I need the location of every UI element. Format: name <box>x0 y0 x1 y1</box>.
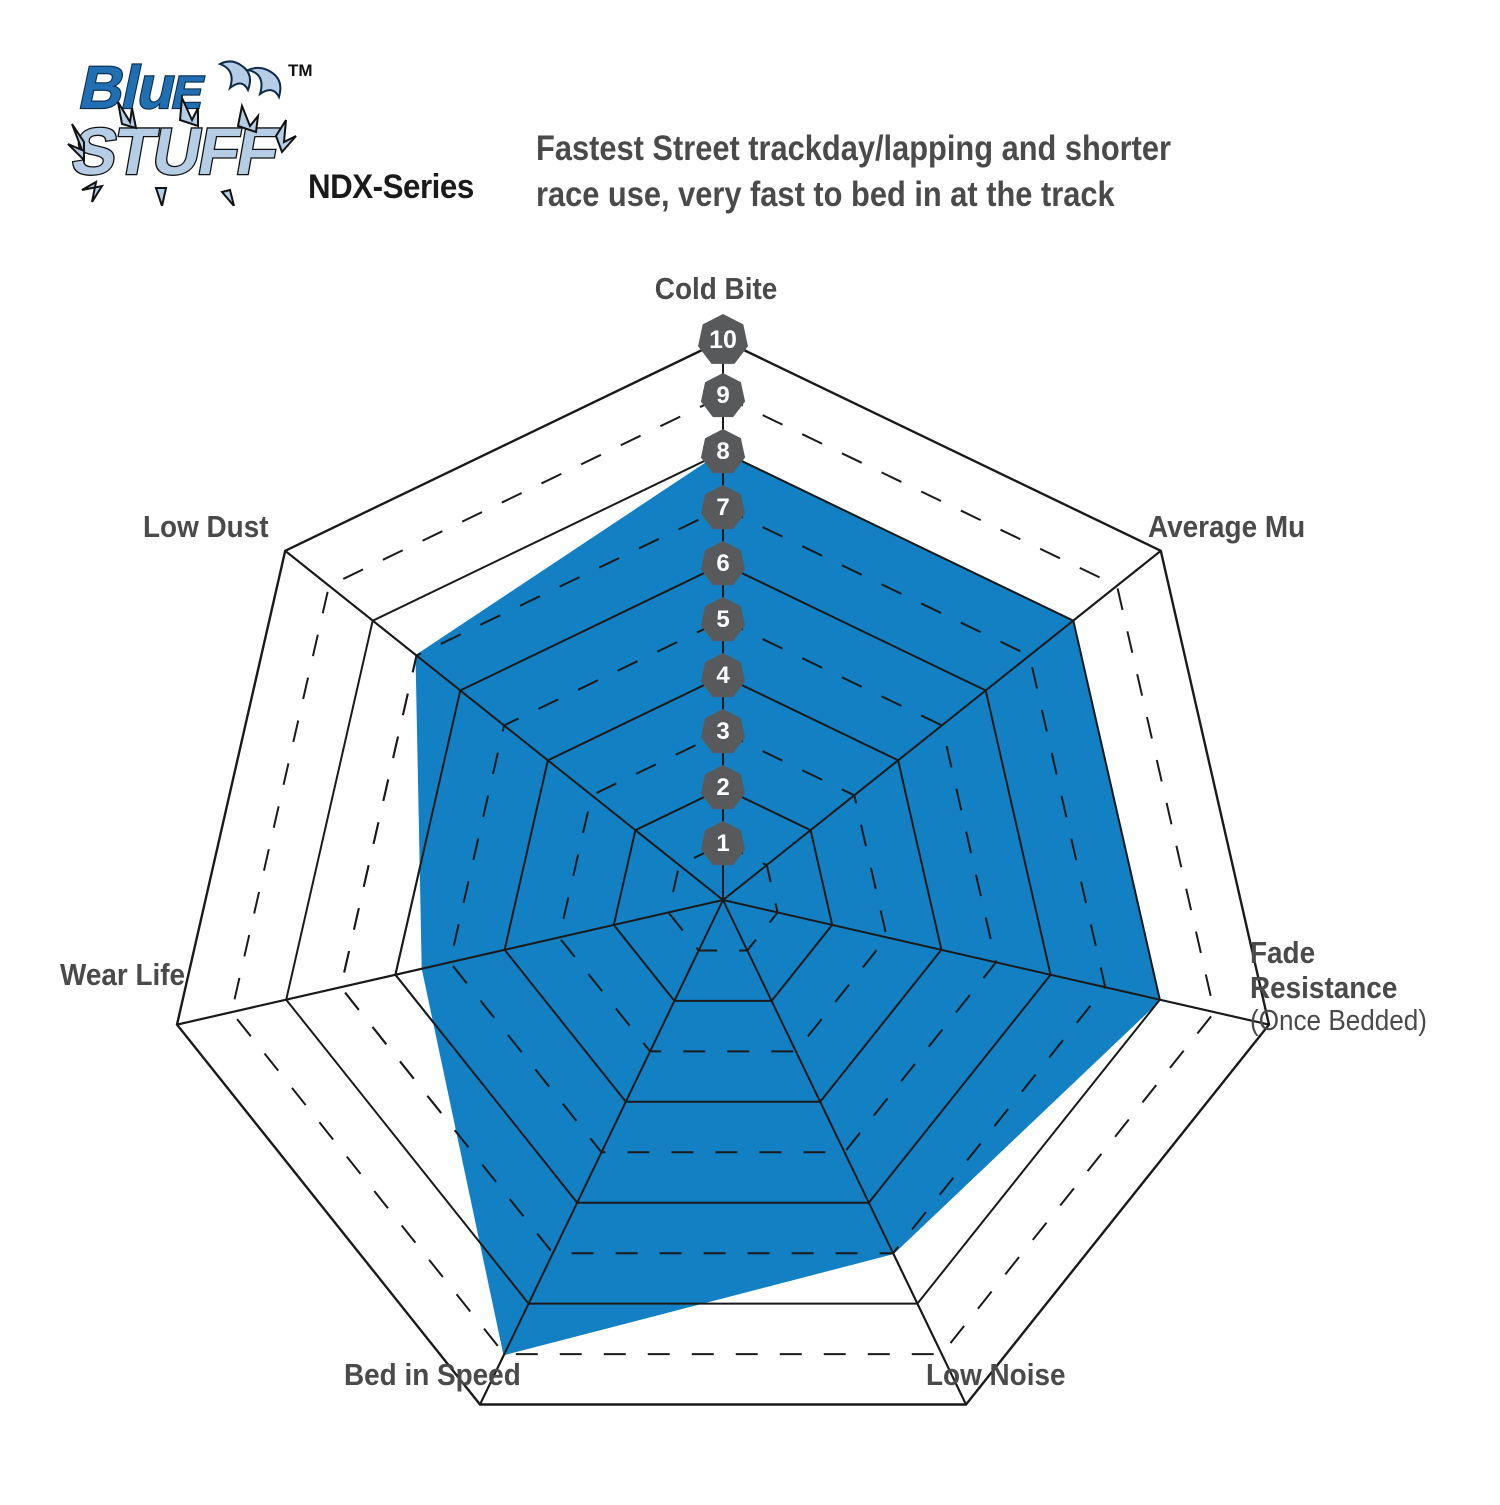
radar-ring-2 <box>612 786 834 1002</box>
radar-ring-10 <box>175 338 1271 1406</box>
bluestuff-logo-graphic: Blu E TM STUFF <box>66 53 313 206</box>
svg-text:TM: TM <box>288 61 313 80</box>
axis-label-fade-resistance-main: Fade Resistance <box>1250 935 1398 1005</box>
bluestuff-logo: Blu E TM STUFF <box>62 46 322 206</box>
axis-label-fade-resistance-sub: (Once Bedded) <box>1250 1005 1428 1038</box>
radar-ring-5 <box>448 618 998 1154</box>
radar-data-polygon <box>415 450 1161 1356</box>
headline-text: Fastest Street trackday/lapping and shor… <box>536 126 1205 218</box>
radar-ring-1 <box>667 842 779 952</box>
headline-line-1: Fastest Street trackday/lapping and shor… <box>536 129 1172 168</box>
radar-ring-3 <box>558 730 888 1053</box>
radar-ring-8 <box>285 450 1161 1305</box>
headline-line-2: race use, very fast to bed in at the tra… <box>536 175 1115 215</box>
radar-spoke-6 <box>284 550 724 901</box>
axis-label-bed-in-speed: Bed in Speed <box>344 1357 521 1392</box>
axis-label-average-mu: Average Mu <box>1148 509 1306 544</box>
axis-label-low-noise: Low Noise <box>926 1357 1066 1392</box>
axis-label-fade-resistance: Fade Resistance (Once Bedded) <box>1250 935 1428 1038</box>
scale-tick-8: 8 <box>700 429 746 474</box>
axis-label-low-dust: Low Dust <box>143 509 269 544</box>
radar-spoke-4 <box>479 899 724 1405</box>
radar-grid-over <box>175 338 1271 1406</box>
radar-spoke-2 <box>722 899 1270 1026</box>
radar-spoke-3 <box>722 899 967 1405</box>
radar-spoke-1 <box>722 550 1162 901</box>
page-header: Blu E TM STUFF NDX-Series Fastest Street <box>0 0 1500 240</box>
axis-label-wear-life: Wear Life <box>60 957 186 992</box>
series-name: NDX-Series <box>308 168 474 206</box>
radar-ring-6 <box>394 562 1052 1204</box>
radar-ring-7 <box>339 506 1107 1255</box>
radar-spoke-5 <box>176 899 724 1026</box>
axis-label-cold-bite: Cold Bite <box>654 271 778 306</box>
svg-text:Blu: Blu <box>74 54 182 121</box>
radar-ring-4 <box>503 674 943 1103</box>
